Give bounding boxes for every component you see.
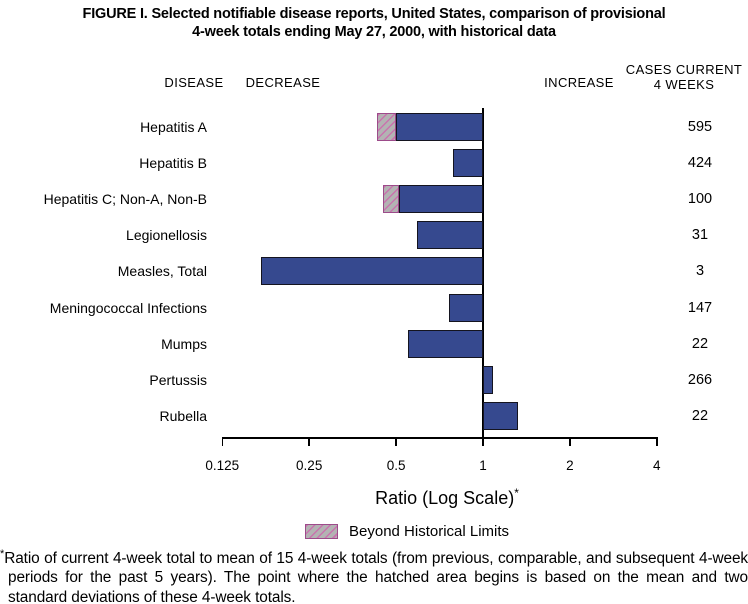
disease-label: Legionellosis <box>126 227 207 244</box>
disease-label: Hepatitis A <box>140 118 207 135</box>
x-axis-line <box>222 437 659 439</box>
bar <box>398 184 483 213</box>
x-axis-tick-label: 0.5 <box>386 458 406 473</box>
x-axis-tick-label: 4 <box>653 458 661 473</box>
bar <box>260 257 483 286</box>
footnote: *Ratio of current 4-week total to mean o… <box>0 545 748 604</box>
cases-value: 100 <box>687 190 713 207</box>
legend-label: Beyond Historical Limits <box>349 523 510 540</box>
bar-hatch-segment <box>377 112 397 141</box>
x-axis-tick <box>395 437 397 446</box>
x-axis-tick-label: 2 <box>566 458 574 473</box>
bar <box>396 112 483 141</box>
bar <box>448 293 483 322</box>
baseline-ratio-1-line <box>482 108 484 437</box>
figure-title: FIGURE I. Selected notifiable disease re… <box>0 5 748 41</box>
x-axis-title-text: Ratio (Log Scale) <box>375 488 515 508</box>
column-header-decrease: DECREASE <box>245 75 321 90</box>
footnote-asterisk: * <box>0 548 5 560</box>
bar <box>408 329 483 358</box>
bar <box>453 148 483 177</box>
figure-title-line1: FIGURE I. Selected notifiable disease re… <box>82 6 666 22</box>
column-header-cases-line1: CASES CURRENT <box>625 62 743 77</box>
column-header-cases: CASES CURRENT 4 WEEKS <box>623 62 745 92</box>
x-axis-title: Ratio (Log Scale)* <box>287 486 607 509</box>
x-axis-tick <box>569 437 571 446</box>
disease-label: Rubella <box>159 408 207 425</box>
cases-value: 147 <box>687 299 713 316</box>
disease-label: Measles, Total <box>117 263 207 280</box>
bar <box>483 402 518 431</box>
disease-label: Meningococcal Infections <box>49 299 207 316</box>
x-axis-tick <box>482 437 484 446</box>
column-header-cases-line2: 4 WEEKS <box>653 77 715 92</box>
cases-value: 22 <box>691 408 709 425</box>
disease-label: Hepatitis B <box>139 154 207 171</box>
x-axis-tick-label: 0.25 <box>296 458 323 473</box>
x-axis-tick <box>656 437 658 446</box>
bar-hatch-segment <box>382 184 399 213</box>
x-axis-tick-label: 1 <box>479 458 487 473</box>
cases-value: 595 <box>687 118 713 135</box>
footnote-text: Ratio of current 4-week total to mean of… <box>4 550 748 604</box>
disease-label: Mumps <box>161 335 207 352</box>
column-header-disease: DISEASE <box>164 75 224 90</box>
x-axis-tick <box>221 437 224 446</box>
x-axis-tick-label: 0.125 <box>205 458 240 473</box>
disease-label: Pertussis <box>149 371 207 388</box>
disease-label: Hepatitis C; Non-A, Non-B <box>43 190 207 207</box>
bar <box>483 365 493 394</box>
cases-value: 266 <box>687 371 713 388</box>
cases-value: 424 <box>687 154 713 171</box>
column-header-increase: INCREASE <box>544 75 614 90</box>
cases-value: 3 <box>695 263 705 280</box>
bar <box>416 221 483 250</box>
legend-hatch-swatch <box>305 524 338 539</box>
cases-value: 22 <box>691 335 709 352</box>
cases-value: 31 <box>691 227 709 244</box>
x-axis-title-asterisk: * <box>514 486 519 500</box>
x-axis-tick <box>308 437 310 446</box>
figure-title-line2: 4-week totals ending May 27, 2000, with … <box>192 24 556 40</box>
